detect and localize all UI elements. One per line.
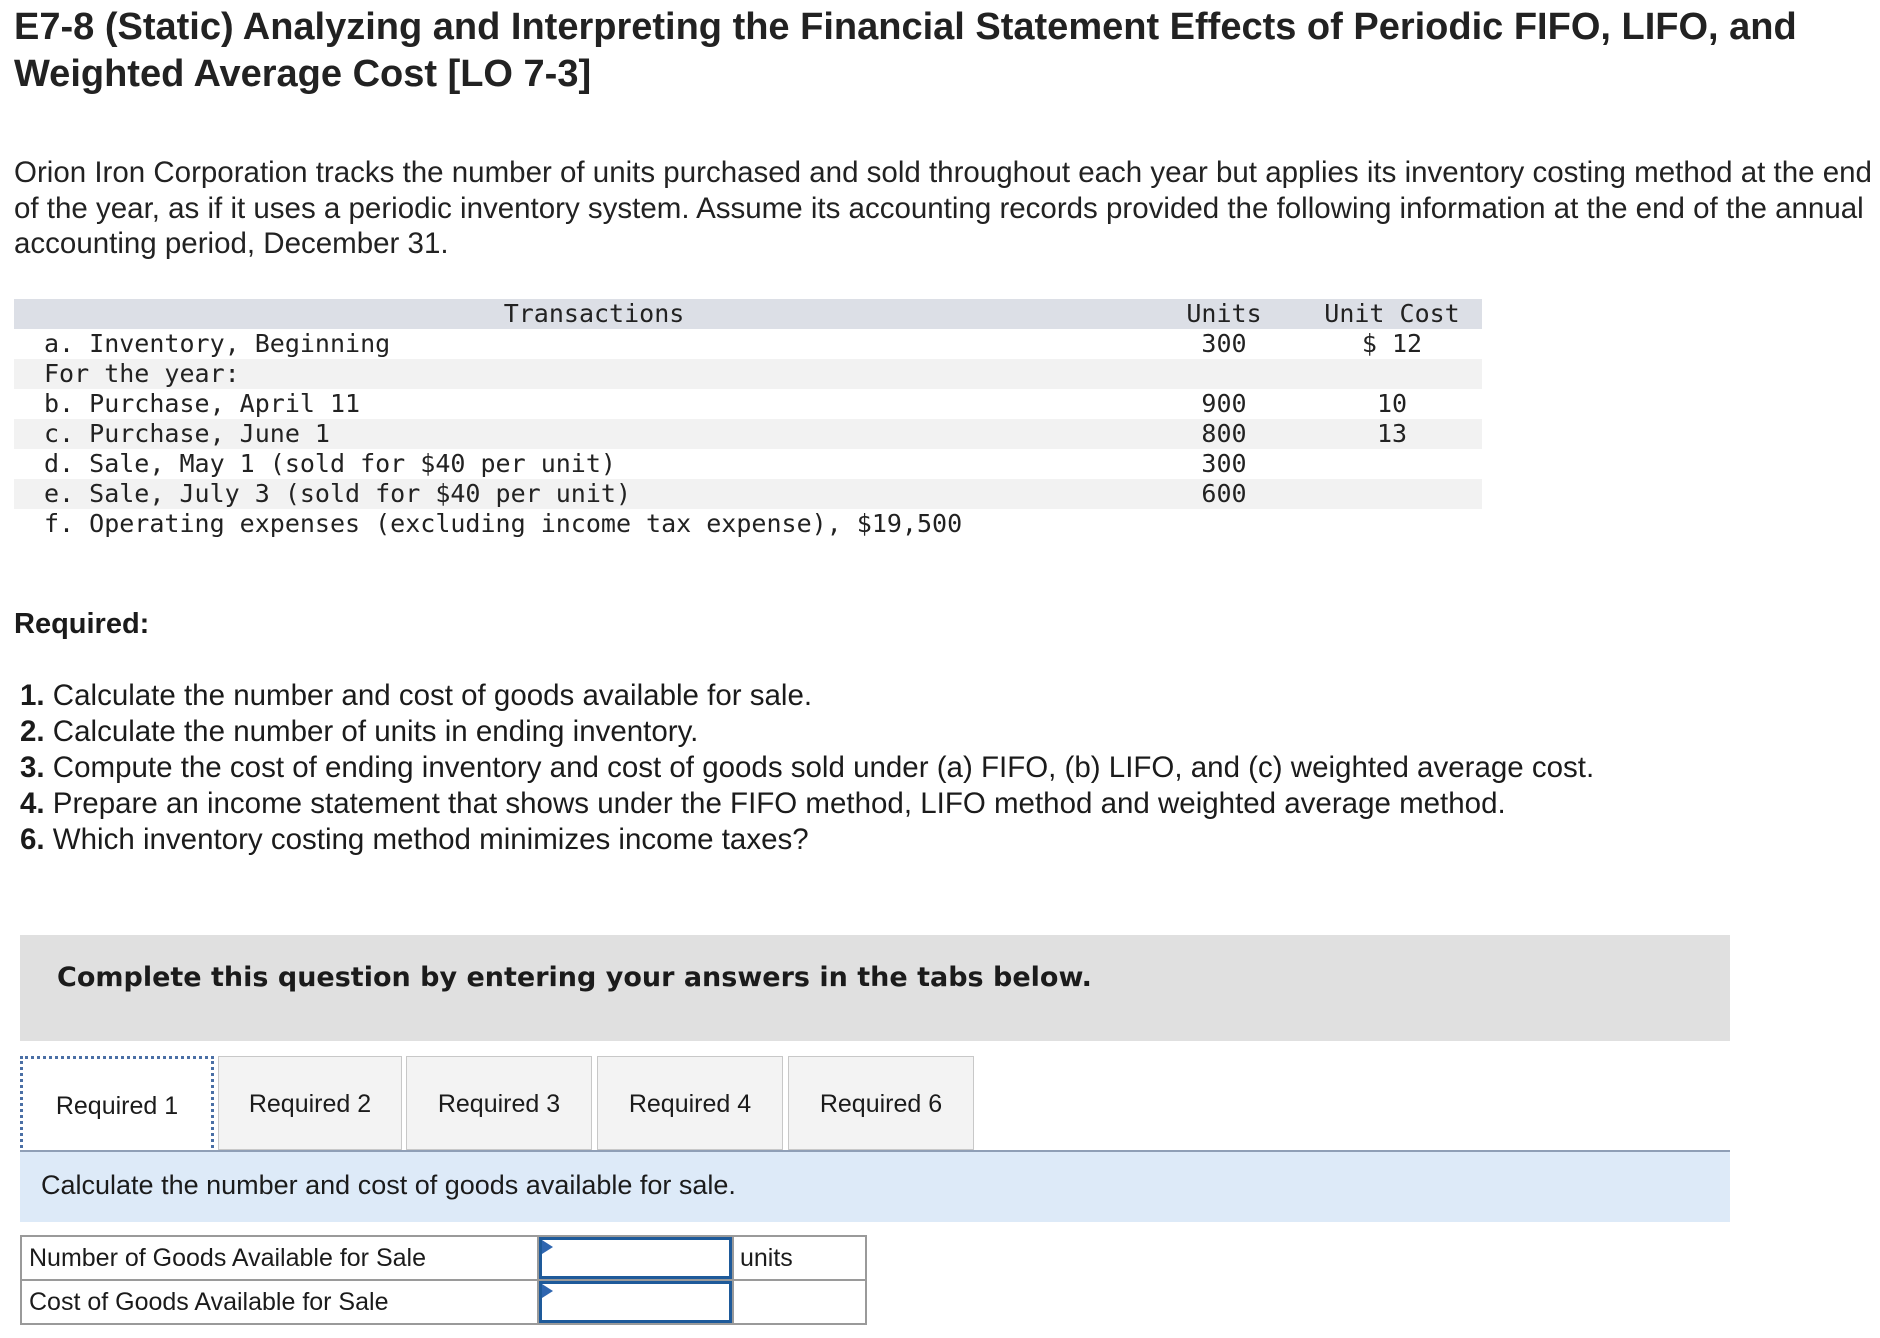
tab-panel-instruction: Calculate the number and cost of goods a… <box>20 1152 1730 1222</box>
header-unit-cost: Unit Cost <box>1324 299 1460 328</box>
table-row: Cost of Goods Available for Sale <box>20 1279 867 1325</box>
requirement-text: Calculate the number and cost of goods a… <box>44 679 813 712</box>
list-item: 6. Which inventory costing method minimi… <box>20 822 1594 858</box>
requirements-list: 1. Calculate the number and cost of good… <box>20 678 1594 858</box>
transactions-table: Transactions Units Unit Cost a. Inventor… <box>14 299 1482 539</box>
requirement-number: 2. <box>20 715 45 748</box>
tab-required-4[interactable]: Required 4 <box>597 1056 783 1150</box>
row-units: 900 <box>1201 389 1247 418</box>
row-desc: d. Sale, May 1 (sold for $40 per unit) <box>44 449 616 478</box>
row-desc: f. Operating expenses (excluding income … <box>44 509 963 538</box>
table-row: c. Purchase, June 1 800 13 <box>14 419 1482 449</box>
answer-cell <box>537 1279 734 1325</box>
transactions-header-row: Transactions Units Unit Cost <box>14 299 1482 329</box>
tab-required-6[interactable]: Required 6 <box>788 1056 974 1150</box>
table-row: For the year: <box>14 359 1482 389</box>
header-units: Units <box>1186 299 1262 328</box>
row-desc: a. Inventory, Beginning <box>44 329 391 358</box>
answer-table: Number of Goods Available for Sale units… <box>20 1235 867 1325</box>
tab-divider <box>20 1150 1730 1152</box>
table-row: e. Sale, July 3 (sold for $40 per unit) … <box>14 479 1482 509</box>
table-row: a. Inventory, Beginning 300 $ 12 <box>14 329 1482 359</box>
table-row: b. Purchase, April 11 900 10 <box>14 389 1482 419</box>
row-units: 800 <box>1201 419 1247 448</box>
row-units: 300 <box>1201 329 1247 358</box>
requirement-text: Which inventory costing method minimizes… <box>44 823 809 856</box>
tab-required-3[interactable]: Required 3 <box>406 1056 592 1150</box>
table-row: f. Operating expenses (excluding income … <box>14 509 1482 539</box>
requirement-text: Compute the cost of ending inventory and… <box>44 751 1595 784</box>
row-unit-cost: $ 12 <box>1361 329 1423 358</box>
tab-bar: Required 1 Required 2 Required 3 Require… <box>20 1056 1730 1153</box>
answer-unit <box>732 1279 867 1325</box>
list-item: 4. Prepare an income statement that show… <box>20 786 1594 822</box>
table-row: d. Sale, May 1 (sold for $40 per unit) 3… <box>14 449 1482 479</box>
goods-available-units-input[interactable] <box>539 1237 732 1279</box>
requirement-number: 4. <box>20 787 45 820</box>
answer-label: Number of Goods Available for Sale <box>20 1235 539 1281</box>
row-desc: e. Sale, July 3 (sold for $40 per unit) <box>44 479 631 508</box>
requirement-text: Calculate the number of units in ending … <box>44 715 699 748</box>
list-item: 3. Compute the cost of ending inventory … <box>20 750 1594 786</box>
row-desc: b. Purchase, April 11 <box>44 389 361 418</box>
answer-unit: units <box>732 1235 867 1281</box>
requirement-number: 1. <box>20 679 45 712</box>
row-unit-cost: 13 <box>1376 419 1408 448</box>
answer-label: Cost of Goods Available for Sale <box>20 1279 539 1325</box>
page-title: E7-8 (Static) Analyzing and Interpreting… <box>14 6 1797 95</box>
requirement-text: Prepare an income statement that shows u… <box>44 787 1506 820</box>
row-units: 600 <box>1201 479 1247 508</box>
tab-required-1[interactable]: Required 1 <box>20 1056 214 1153</box>
intro-paragraph: Orion Iron Corporation tracks the number… <box>14 156 1872 260</box>
row-unit-cost: 10 <box>1376 389 1408 418</box>
banner-text: Complete this question by entering your … <box>57 962 1092 993</box>
answer-cell <box>537 1235 734 1281</box>
table-row: Number of Goods Available for Sale units <box>20 1235 867 1281</box>
panel-instruction-text: Calculate the number and cost of goods a… <box>41 1170 736 1200</box>
requirement-number: 6. <box>20 823 45 856</box>
instructions-banner: Complete this question by entering your … <box>20 935 1730 1041</box>
goods-available-cost-input[interactable] <box>539 1281 732 1323</box>
header-transactions: Transactions <box>503 299 685 328</box>
list-item: 2. Calculate the number of units in endi… <box>20 714 1594 750</box>
row-units: 300 <box>1201 449 1247 478</box>
list-item: 1. Calculate the number and cost of good… <box>20 678 1594 714</box>
row-desc: For the year: <box>44 359 240 388</box>
tab-required-2[interactable]: Required 2 <box>218 1056 402 1150</box>
required-heading: Required: <box>14 608 150 640</box>
row-desc: c. Purchase, June 1 <box>44 419 330 448</box>
requirement-number: 3. <box>20 751 45 784</box>
